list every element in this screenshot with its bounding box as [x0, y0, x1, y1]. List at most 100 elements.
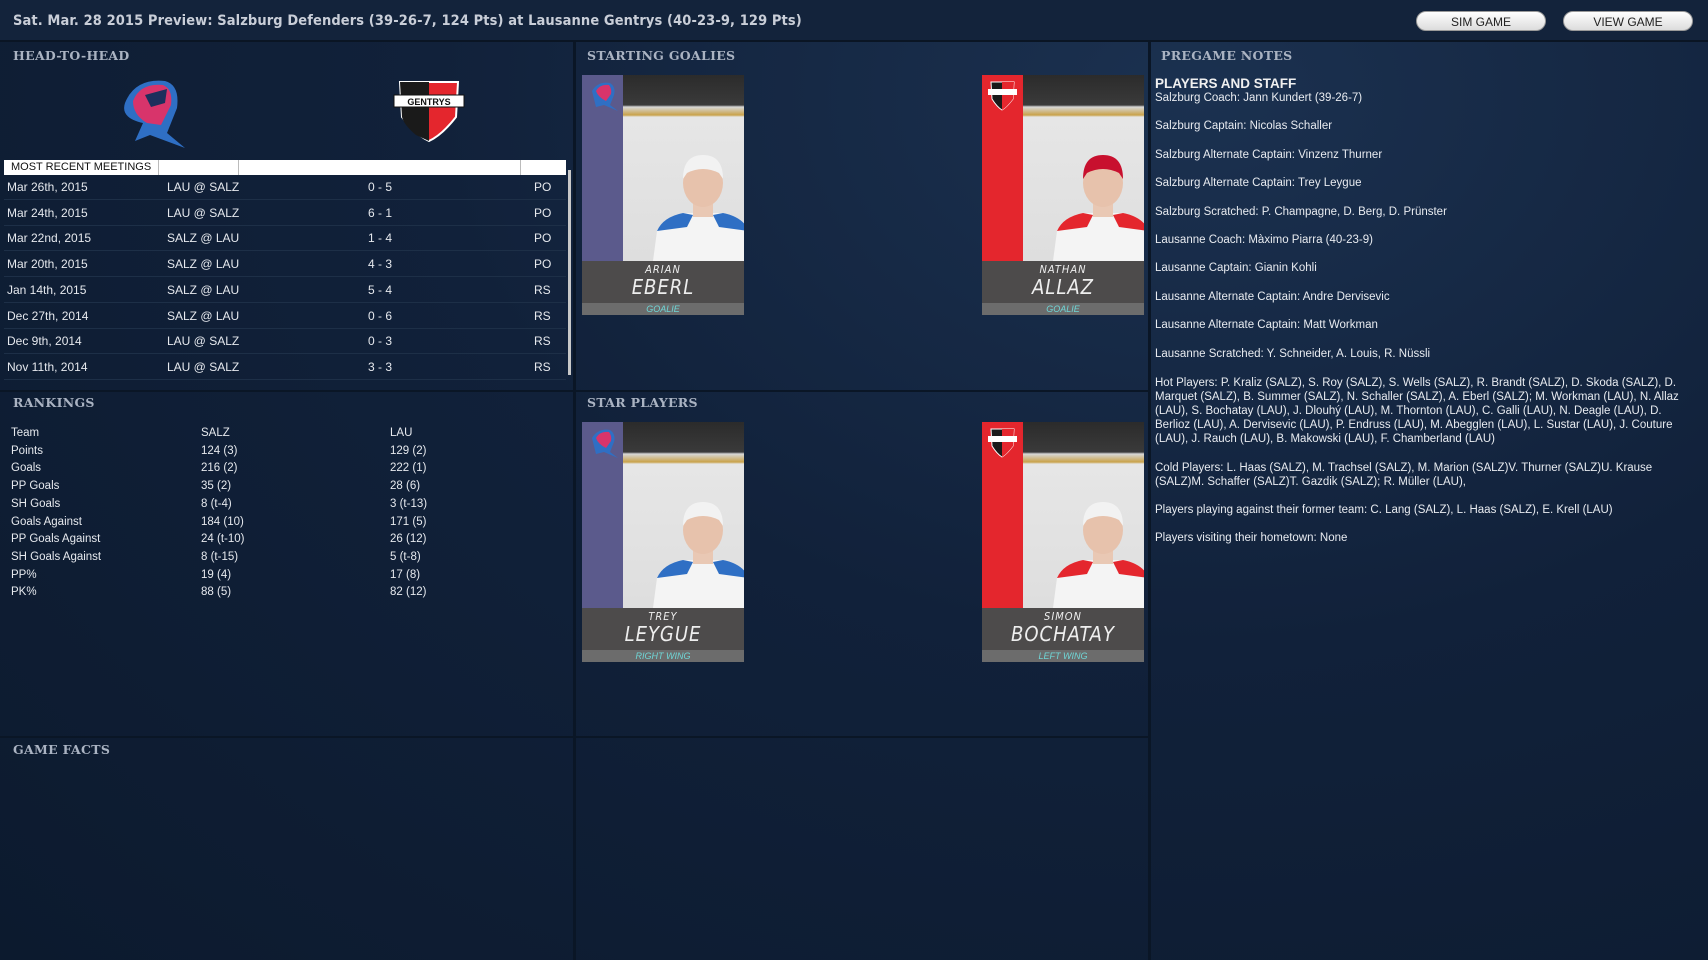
meeting-row[interactable]: Dec 27th, 2014 SALZ @ LAU 0 - 6 RS — [4, 304, 566, 329]
title-bar: Sat. Mar. 28 2015 Preview: Salzburg Defe… — [0, 0, 1708, 42]
meeting-row[interactable]: Dec 9th, 2014 LAU @ SALZ 0 - 3 RS — [4, 329, 566, 355]
ranking-label: Team — [11, 427, 40, 439]
page-title: Sat. Mar. 28 2015 Preview: Salzburg Defe… — [13, 13, 802, 29]
ranking-row: Points 124 (3) 129 (2) — [11, 445, 551, 463]
meeting-score: 1 - 4 — [368, 231, 393, 246]
meeting-date: Mar 24th, 2015 — [7, 205, 88, 220]
note-item: Lausanne Captain: Gianin Kohli — [1155, 262, 1317, 275]
player-card[interactable]: TREY LEYGUE RIGHT WING — [582, 422, 744, 662]
meeting-type: RS — [534, 334, 551, 349]
ranking-salz: 184 (10) — [201, 515, 244, 528]
rankings-heading: RANKINGS — [13, 395, 95, 410]
note-cold: Cold Players: L. Haas (SALZ), M. Trachse… — [1155, 462, 1653, 488]
ranking-row: PP Goals Against 24 (t-10) 26 (12) — [11, 533, 551, 551]
meeting-row[interactable]: Mar 22nd, 2015 SALZ @ LAU 1 - 4 PO — [4, 226, 566, 252]
meeting-score: 4 - 3 — [368, 257, 393, 272]
ranking-salz: 216 (2) — [201, 462, 238, 475]
star-players-heading: STAR PLAYERS — [587, 395, 698, 410]
meetings-table-header: MOST RECENT MEETINGS — [4, 160, 566, 175]
team-logo-icon — [586, 79, 619, 112]
note-hometown: Players visiting their hometown: None — [1155, 532, 1348, 544]
note-item: Lausanne Alternate Captain: Matt Workman — [1155, 319, 1378, 332]
note-item: Lausanne Coach: Màximo Piarra (40-23-9) — [1155, 234, 1373, 246]
head-to-head-heading: HEAD-TO-HEAD — [13, 48, 130, 63]
meeting-date: Nov 11th, 2014 — [7, 359, 88, 374]
player-name-bar: TREY LEYGUE — [582, 608, 744, 650]
player-last-name: LEYGUE — [624, 622, 702, 646]
players-and-staff-heading: PLAYERS AND STAFF — [1155, 76, 1297, 91]
meeting-date: Dec 27th, 2014 — [7, 308, 89, 323]
player-card[interactable]: ARIAN EBERL GOALIE — [582, 75, 744, 315]
ranking-salz: 35 (2) — [201, 480, 232, 493]
meeting-row[interactable]: Mar 24th, 2015 LAU @ SALZ 6 - 1 PO — [4, 201, 566, 226]
player-first-name: ARIAN — [645, 263, 681, 276]
sim-game-button[interactable]: SIM GAME — [1416, 11, 1546, 31]
note-item: Salzburg Coach: Jann Kundert (39-26-7) — [1155, 92, 1363, 104]
divider — [0, 390, 1148, 392]
meeting-row[interactable]: Mar 20th, 2015 SALZ @ LAU 4 - 3 PO — [4, 252, 566, 278]
ranking-label: PP Goals Against — [11, 533, 101, 546]
meeting-matchup: LAU @ SALZ — [167, 180, 240, 194]
ranking-label: PP Goals — [11, 480, 60, 493]
ranking-lau: 26 (12) — [390, 533, 427, 546]
player-card[interactable]: SIMON BOCHATAY LEFT WING — [982, 422, 1144, 662]
meeting-matchup: LAU @ SALZ — [167, 359, 240, 374]
player-name-bar: SIMON BOCHATAY — [982, 608, 1144, 650]
ranking-lau: 28 (6) — [390, 480, 421, 493]
note-item: Salzburg Captain: Nicolas Schaller — [1155, 120, 1333, 133]
meeting-type: PO — [534, 180, 552, 194]
meeting-row[interactable]: Jan 14th, 2015 SALZ @ LAU 5 - 4 RS — [4, 278, 566, 303]
player-last-name: EBERL — [631, 275, 695, 299]
meeting-date: Mar 22nd, 2015 — [7, 231, 92, 246]
ranking-row: Goals Against 184 (10) 171 (5) — [11, 516, 551, 534]
meeting-row[interactable]: Nov 11th, 2014 LAU @ SALZ 3 - 3 RS — [4, 355, 566, 380]
meeting-type: RS — [534, 282, 551, 297]
meeting-date: Mar 26th, 2015 — [7, 180, 88, 194]
ranking-row: Team SALZ LAU — [11, 427, 551, 445]
player-last-name: ALLAZ — [1032, 275, 1094, 299]
view-game-button[interactable]: VIEW GAME — [1563, 11, 1693, 31]
player-name-bar: NATHAN ALLAZ — [982, 261, 1144, 303]
player-first-name: NATHAN — [1039, 263, 1087, 276]
meeting-matchup: SALZ @ LAU — [167, 282, 240, 297]
ranking-label: PP% — [11, 568, 37, 581]
note-item: Salzburg Scratched: P. Champagne, D. Ber… — [1155, 205, 1447, 218]
divider — [0, 736, 1148, 738]
meeting-date: Jan 14th, 2015 — [7, 282, 87, 297]
scrollbar[interactable] — [568, 170, 571, 375]
meeting-type: PO — [534, 231, 552, 246]
player-first-name: TREY — [648, 610, 678, 623]
player-card[interactable]: NATHAN ALLAZ GOALIE — [982, 75, 1144, 315]
ranking-lau: LAU — [390, 427, 413, 439]
note-item: Salzburg Alternate Captain: Trey Leygue — [1155, 177, 1362, 190]
ranking-salz: 19 (4) — [201, 568, 232, 581]
meeting-score: 0 - 3 — [368, 334, 393, 349]
lausanne-logo: GENTRYS — [393, 81, 465, 143]
meeting-type: RS — [534, 359, 551, 374]
player-position: GOALIE — [982, 303, 1144, 315]
ranking-row: PP% 19 (4) 17 (8) — [11, 569, 551, 587]
meeting-score: 0 - 6 — [368, 308, 393, 323]
meeting-type: PO — [534, 257, 552, 272]
ranking-salz: 8 (t-15) — [201, 550, 239, 563]
ranking-lau: 171 (5) — [390, 515, 427, 528]
note-hot: Hot Players: P. Kraliz (SALZ), S. Roy (S… — [1155, 377, 1679, 445]
ranking-lau: 82 (12) — [390, 586, 427, 599]
player-position: RIGHT WING — [582, 650, 744, 662]
ranking-label: Goals — [11, 462, 42, 475]
meeting-row[interactable]: Mar 26th, 2015 LAU @ SALZ 0 - 5 PO — [4, 175, 566, 200]
meeting-date: Dec 9th, 2014 — [7, 334, 82, 349]
divider — [573, 42, 576, 960]
ranking-row: SH Goals 8 (t-4) 3 (t-13) — [11, 498, 551, 516]
player-position: LEFT WING — [982, 650, 1144, 662]
meeting-matchup: SALZ @ LAU — [167, 257, 240, 272]
player-photo — [623, 422, 744, 608]
player-last-name: BOCHATAY — [1011, 622, 1115, 646]
team-logo-icon — [986, 426, 1019, 459]
meeting-score: 3 - 3 — [368, 359, 393, 374]
player-position: GOALIE — [582, 303, 744, 315]
meeting-matchup: LAU @ SALZ — [167, 205, 240, 220]
meeting-score: 5 - 4 — [368, 282, 393, 297]
ranking-lau: 222 (1) — [390, 462, 427, 475]
meeting-matchup: SALZ @ LAU — [167, 231, 240, 246]
